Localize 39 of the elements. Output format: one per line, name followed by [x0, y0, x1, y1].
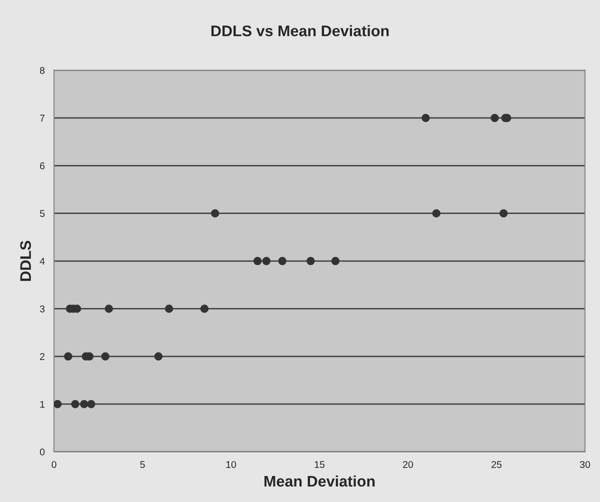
point [490, 114, 499, 122]
point [101, 352, 110, 361]
y-tick-label: 6 [40, 162, 45, 170]
y-tick-label: 7 [40, 114, 44, 122]
x-tick-label: 10 [226, 461, 236, 468]
point [87, 400, 96, 408]
y-tick-label: 8 [40, 67, 45, 74]
y-tick-label: 5 [40, 210, 45, 217]
point [422, 114, 430, 122]
y-tick-label: 4 [40, 258, 45, 265]
x-tick-label: 30 [580, 461, 590, 468]
point [164, 304, 174, 313]
point [253, 256, 262, 266]
point [331, 256, 340, 266]
point [306, 256, 315, 266]
x-tick-label: 25 [492, 461, 502, 468]
point [278, 256, 286, 266]
chart-title: DDLS vs Mean Deviation [211, 25, 389, 36]
point [80, 400, 88, 408]
x-tick-label: 15 [314, 461, 324, 468]
x-tick-label: 20 [403, 461, 414, 468]
y-tick-label: 2 [40, 353, 44, 360]
point [154, 352, 163, 361]
point [432, 209, 440, 218]
y-tick-label: 3 [40, 305, 45, 312]
point [262, 256, 271, 266]
x-axis-title: Mean Deviation [264, 475, 375, 487]
y-tick-label: 0 [40, 448, 45, 456]
point [54, 400, 62, 408]
point [200, 304, 209, 313]
point [210, 209, 220, 218]
x-tick-label: 5 [140, 461, 145, 468]
y-tick-label: 1 [40, 400, 44, 408]
point [104, 304, 113, 313]
x-tick-label: 0 [52, 461, 56, 468]
y-axis-title: DDLS [20, 240, 31, 281]
point [71, 400, 80, 408]
point [64, 352, 72, 361]
point [499, 209, 508, 218]
